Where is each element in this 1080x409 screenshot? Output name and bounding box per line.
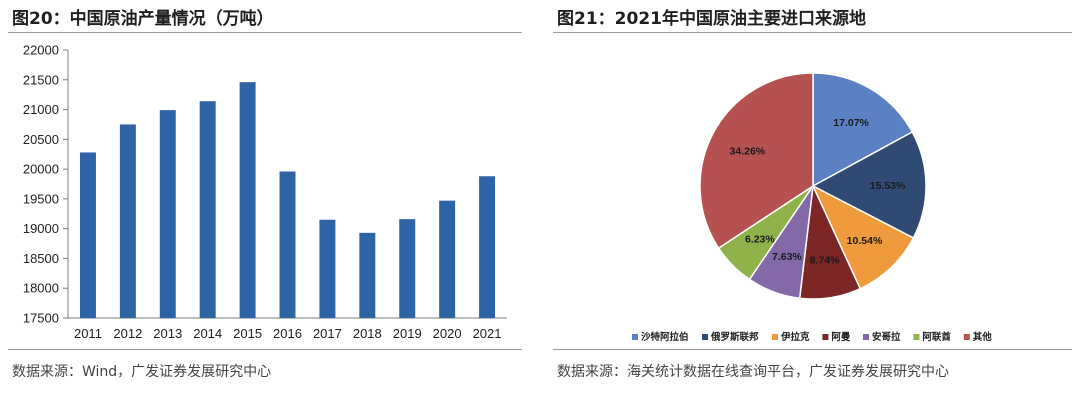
legend-swatch bbox=[632, 334, 638, 340]
x-tick-label: 2015 bbox=[233, 326, 262, 341]
y-tick-label: 18500 bbox=[23, 251, 59, 266]
y-tick-label: 20000 bbox=[23, 162, 59, 177]
pie-data-label: 17.07% bbox=[833, 117, 869, 129]
title-divider bbox=[8, 32, 522, 33]
pie-slice-其他 bbox=[699, 72, 814, 250]
x-tick-label: 2016 bbox=[273, 326, 302, 341]
legend-swatch bbox=[772, 334, 778, 340]
bar-2017 bbox=[319, 219, 336, 318]
x-tick-label: 2019 bbox=[393, 326, 422, 341]
pie-legend: 沙特阿拉伯 俄罗斯联邦 伊拉克 阿曼 安哥拉 阿联酋 其他 bbox=[632, 331, 992, 343]
pie-chart-source: 数据来源：海关统计数据在线查询平台，广发证券发展研究中心 bbox=[557, 364, 949, 380]
bar-chart-panel: 图20：中国原油产量情况（万吨） 17500 18000 18500 19000 195… bbox=[0, 0, 530, 409]
bar-chart: 17500 18000 18500 19000 19500 20000 20500 21000… bbox=[23, 43, 507, 341]
pie-slice-伊拉克 bbox=[811, 184, 915, 290]
x-tick-label: 2018 bbox=[353, 326, 382, 341]
legend-label: 伊拉克 bbox=[780, 331, 810, 343]
pie-data-label: 34.26% bbox=[730, 146, 766, 158]
legend-label: 沙特阿拉伯 bbox=[641, 331, 689, 343]
title-divider bbox=[553, 32, 1072, 33]
y-tick-label: 17500 bbox=[23, 311, 59, 326]
bar-2021 bbox=[479, 176, 496, 318]
x-tick-label: 2012 bbox=[113, 326, 142, 341]
y-tick-label: 21500 bbox=[23, 72, 59, 87]
legend-label: 阿曼 bbox=[831, 332, 851, 343]
legend-swatch bbox=[702, 334, 708, 340]
y-tick-label: 19500 bbox=[23, 191, 59, 206]
bar-2013 bbox=[159, 110, 176, 318]
legend-swatch bbox=[822, 334, 829, 340]
x-tick-label: 2017 bbox=[313, 326, 342, 341]
pie-data-label: 7.63% bbox=[772, 251, 802, 263]
y-tick-label: 20500 bbox=[23, 132, 59, 147]
pie-slice-俄罗斯联邦 bbox=[811, 130, 927, 239]
x-tick-label: 2020 bbox=[433, 326, 462, 341]
source-divider bbox=[8, 349, 522, 350]
bar-2020 bbox=[439, 200, 456, 318]
legend-label: 其他 bbox=[973, 331, 993, 343]
x-tick-label: 2021 bbox=[473, 326, 502, 341]
pie-data-label: 10.54% bbox=[847, 235, 883, 247]
bar-2018 bbox=[359, 232, 376, 318]
pie-data-label: 6.23% bbox=[745, 233, 775, 245]
legend-swatch bbox=[863, 334, 869, 340]
legend-label: 阿联酋 bbox=[922, 331, 951, 343]
pie-chart: 17.07% 15.53% 10.54% 8.74% 7.63% 6.23% 34.26% 沙… bbox=[632, 72, 992, 343]
y-tick-label: 19000 bbox=[23, 221, 59, 236]
pie-data-label: 8.74% bbox=[810, 255, 840, 267]
legend-label: 俄罗斯联邦 bbox=[710, 331, 759, 343]
y-tick-label: 22000 bbox=[23, 43, 59, 58]
x-tick-label: 2011 bbox=[74, 326, 102, 341]
y-tick-label: 21000 bbox=[23, 102, 59, 117]
y-tick-label: 18000 bbox=[23, 281, 59, 296]
bar-2016 bbox=[279, 171, 296, 318]
bar-2019 bbox=[399, 219, 416, 318]
legend-swatch bbox=[963, 334, 970, 340]
bar-chart-source: 数据来源：Wind，广发证券发展研究中心 bbox=[12, 364, 272, 380]
bar-chart-title: 图20：中国原油产量情况（万吨） bbox=[12, 9, 274, 29]
pie-slice-沙特阿拉伯 bbox=[812, 72, 914, 188]
legend-label: 安哥拉 bbox=[872, 331, 901, 343]
source-divider bbox=[553, 349, 1072, 350]
x-tick-label: 2014 bbox=[193, 326, 222, 341]
bar-2015 bbox=[239, 82, 256, 318]
pie-chart-title: 图21：2021年中国原油主要进口来源地 bbox=[557, 9, 866, 29]
bar-2011 bbox=[79, 152, 96, 318]
bar-2012 bbox=[119, 124, 136, 318]
pie-data-label: 15.53% bbox=[870, 180, 906, 192]
bar-2014 bbox=[199, 101, 216, 319]
pie-chart-panel: 图21：2021年中国原油主要进口来源地 17.07% 15.53% 10.54% 8… bbox=[545, 0, 1080, 409]
x-tick-label: 2013 bbox=[153, 326, 182, 341]
legend-swatch bbox=[913, 334, 920, 340]
